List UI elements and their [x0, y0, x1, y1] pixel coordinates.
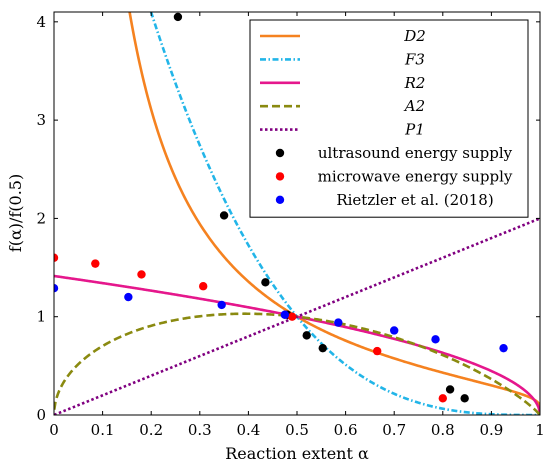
- y-tick-label: 2: [36, 209, 46, 227]
- legend-label-r2: R2: [404, 74, 426, 92]
- x-tick-label: 0.3: [188, 421, 212, 439]
- point-microwave-energy-supply-4: [287, 312, 297, 321]
- point-ultrasound-energy-supply-0: [173, 12, 183, 22]
- legend-label-ultrasound-energy-supply: ultrasound energy supply: [318, 144, 513, 162]
- legend-label-p1: P1: [404, 121, 425, 139]
- point-microwave-energy-supply-3: [199, 282, 208, 291]
- point-rietzler-et-al-2018-1: [124, 292, 133, 302]
- point-ultrasound-energy-supply-2: [261, 278, 270, 287]
- point-ultrasound-energy-supply-1: [219, 211, 229, 220]
- point-ultrasound-energy-supply-4: [302, 331, 311, 340]
- axis-ticks: 0 0.1 0.2 0.3 0.4 0.5 0.6 0.7 0.8 0.9 1 0 1 2 3 4: [36, 12, 545, 439]
- x-tick-label: 0.5: [285, 421, 309, 439]
- point-ultrasound-energy-supply-5: [318, 343, 327, 353]
- x-tick-label: 0.7: [382, 421, 406, 439]
- point-microwave-energy-supply-1: [91, 259, 100, 268]
- y-tick-label: 0: [36, 406, 46, 424]
- y-axis-label: f(α)/f(0.5): [6, 174, 25, 252]
- legend-marker-ultrasound-energy-supply: [275, 148, 285, 158]
- point-rietzler-et-al-2018-6: [431, 335, 440, 344]
- point-ultrasound-energy-supply-7: [460, 394, 469, 403]
- x-tick-label: 0.4: [236, 421, 260, 439]
- y-tick-label: 1: [36, 308, 46, 326]
- x-tick-label: 0.9: [479, 421, 503, 439]
- x-axis-label: Reaction extent α: [225, 444, 369, 463]
- x-tick-label: 0.6: [334, 421, 358, 439]
- legend-label-a2: A2: [403, 97, 425, 115]
- point-rietzler-et-al-2018-3: [280, 310, 290, 319]
- point-microwave-energy-supply-5: [372, 346, 382, 356]
- legend: D2 F3 R2 A2 P1 ultrasound energy supply microw…: [249, 19, 529, 218]
- point-microwave-energy-supply-6: [438, 394, 447, 403]
- y-tick-label: 4: [36, 13, 46, 31]
- legend-label-rietzler-et-al-2018: Rietzler et al. (2018): [336, 191, 493, 209]
- x-tick-label: 0.8: [431, 421, 455, 439]
- data-points: [54, 12, 508, 403]
- legend-label-f3: F3: [404, 50, 425, 68]
- point-microwave-energy-supply-0: [54, 253, 59, 262]
- x-tick-label: 1: [535, 421, 545, 439]
- point-rietzler-et-al-2018-2: [217, 300, 226, 310]
- point-rietzler-et-al-2018-4: [334, 318, 343, 327]
- point-rietzler-et-al-2018-0: [54, 284, 59, 293]
- legend-marker-rietzler-et-al-2018: [275, 195, 285, 204]
- x-tick-label: 0.1: [91, 421, 115, 439]
- legend-label-d2: D2: [403, 27, 426, 45]
- point-rietzler-et-al-2018-7: [499, 343, 508, 353]
- model-curves: [54, 12, 540, 415]
- y-tick-label: 3: [36, 111, 46, 129]
- point-ultrasound-energy-supply-6: [445, 385, 455, 394]
- legend-marker-microwave-energy-supply: [275, 172, 285, 181]
- legend-label-microwave-energy-supply: microwave energy supply: [318, 167, 513, 185]
- x-tick-label: 0: [49, 421, 59, 439]
- legend-box: [249, 19, 529, 218]
- x-tick-label: 0.2: [139, 421, 163, 439]
- point-rietzler-et-al-2018-5: [390, 326, 399, 335]
- curve-p1: [54, 217, 540, 415]
- point-microwave-energy-supply-2: [137, 270, 146, 279]
